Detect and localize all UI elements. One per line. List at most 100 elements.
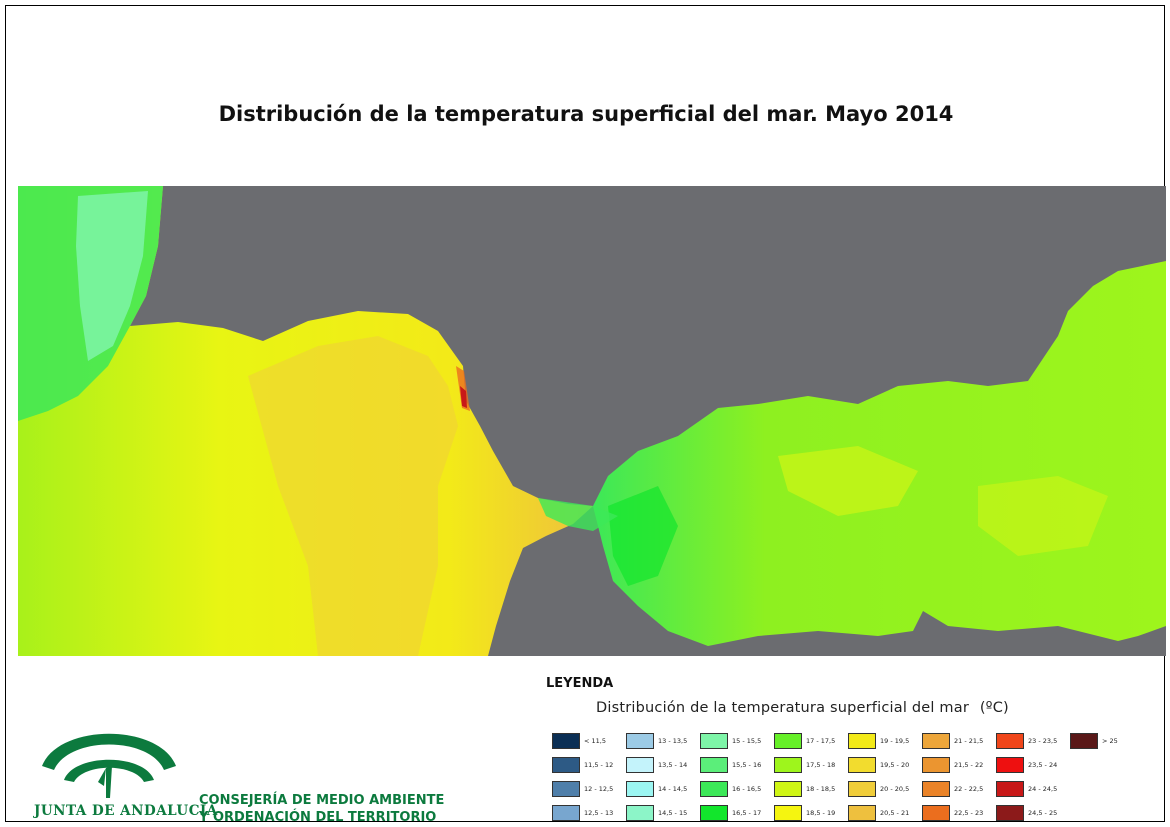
logo-text: JUNTA DE ANDALUCIA (34, 803, 218, 819)
legend-item: 19 - 19,5 (848, 732, 909, 750)
legend-subtitle-text: Distribución de la temperatura superfici… (596, 700, 970, 716)
legend-item: 14 - 14,5 (626, 780, 687, 798)
legend-swatch (922, 733, 950, 749)
legend-label: 11,5 - 12 (584, 761, 614, 769)
legend-label: 21,5 - 22 (954, 761, 984, 769)
legend-label: 14 - 14,5 (658, 785, 688, 793)
legend-item: 16 - 16,5 (700, 780, 761, 798)
legend-item: 21 - 21,5 (922, 732, 983, 750)
legend-item: 23,5 - 24 (996, 756, 1057, 774)
atlantic-warm-band (248, 336, 458, 656)
legend-swatch (626, 805, 654, 821)
legend-swatch (1070, 733, 1098, 749)
legend-heading: LEYENDA (546, 676, 614, 691)
legend-swatch (848, 781, 876, 797)
legend-swatch (774, 781, 802, 797)
legend-swatch (626, 781, 654, 797)
department-name: CONSEJERÍA DE MEDIO AMBIENTE Y ORDENACIÓ… (199, 792, 444, 826)
legend-label: 19 - 19,5 (880, 737, 910, 745)
legend-item: 20 - 20,5 (848, 780, 909, 798)
legend-label: 22,5 - 23 (954, 809, 984, 817)
legend-swatch (626, 733, 654, 749)
legend-label: 14,5 - 15 (658, 809, 688, 817)
legend-label: 23,5 - 24 (1028, 761, 1058, 769)
legend-swatch (848, 733, 876, 749)
department-line-1: CONSEJERÍA DE MEDIO AMBIENTE (199, 793, 445, 808)
legend-item: 21,5 - 22 (922, 756, 983, 774)
legend-item: 24,5 - 25 (996, 804, 1057, 822)
legend-label: > 25 (1102, 737, 1118, 745)
legend-subtitle: Distribución de la temperatura superfici… (596, 700, 1009, 716)
legend-label: 12,5 - 13 (584, 809, 614, 817)
legend-swatch (848, 805, 876, 821)
legend-swatch (552, 733, 580, 749)
legend-label: 12 - 12,5 (584, 785, 614, 793)
legend-swatch (922, 781, 950, 797)
legend-label: 22 - 22,5 (954, 785, 984, 793)
legend-swatch (922, 805, 950, 821)
legend-item: 19,5 - 20 (848, 756, 909, 774)
legend-item: 14,5 - 15 (626, 804, 687, 822)
legend-label: 13,5 - 14 (658, 761, 688, 769)
legend-swatch (848, 757, 876, 773)
legend-swatch (552, 781, 580, 797)
legend-swatch (996, 733, 1024, 749)
legend-swatch (996, 781, 1024, 797)
legend-item: 22,5 - 23 (922, 804, 983, 822)
legend-label: 17 - 17,5 (806, 737, 836, 745)
legend-label: 24 - 24,5 (1028, 785, 1058, 793)
department-line-2: Y ORDENACIÓN DEL TERRITORIO (199, 810, 437, 825)
legend-label: 18 - 18,5 (806, 785, 836, 793)
legend-swatch (552, 757, 580, 773)
sea-temperature-map (18, 186, 1166, 656)
legend-unit: (ºC) (979, 700, 1009, 716)
legend-label: 16,5 - 17 (732, 809, 762, 817)
legend-swatch (922, 757, 950, 773)
legend-label: 17,5 - 18 (806, 761, 836, 769)
legend-swatch (700, 757, 728, 773)
legend-label: 15 - 15,5 (732, 737, 762, 745)
legend-item: 22 - 22,5 (922, 780, 983, 798)
legend-swatch (774, 733, 802, 749)
med-warm-patch-1 (778, 446, 918, 516)
legend-item: 12 - 12,5 (552, 780, 613, 798)
legend-label: 15,5 - 16 (732, 761, 762, 769)
legend-item: 16,5 - 17 (700, 804, 761, 822)
med-cold-patch (608, 486, 678, 586)
legend-label: 23 - 23,5 (1028, 737, 1058, 745)
legend-label: 13 - 13,5 (658, 737, 688, 745)
junta-andalucia-logo-icon (42, 733, 176, 798)
legend-label: 21 - 21,5 (954, 737, 984, 745)
legend-item: 15,5 - 16 (700, 756, 761, 774)
atlantic-colder-core (76, 191, 148, 361)
legend-item: 23 - 23,5 (996, 732, 1057, 750)
legend-item: 17 - 17,5 (774, 732, 835, 750)
legend-swatch (996, 805, 1024, 821)
legend-item: 18 - 18,5 (774, 780, 835, 798)
legend-swatch (626, 757, 654, 773)
legend-label: 20,5 - 21 (880, 809, 910, 817)
legend-item: 12,5 - 13 (552, 804, 613, 822)
legend-item: 20,5 - 21 (848, 804, 909, 822)
legend-item: 17,5 - 18 (774, 756, 835, 774)
med-warm-patch-2 (978, 476, 1108, 556)
map-title: Distribución de la temperatura superfici… (218, 102, 954, 126)
map-frame: Distribución de la temperatura superfici… (5, 5, 1166, 825)
strait-green (538, 498, 618, 531)
legend-label: < 11,5 (584, 737, 606, 745)
legend-swatch (700, 805, 728, 821)
legend-item: 18,5 - 19 (774, 804, 835, 822)
legend-item: < 11,5 (552, 732, 606, 750)
legend-label: 20 - 20,5 (880, 785, 910, 793)
coastal-red-spot (460, 386, 467, 408)
legend-swatch (774, 757, 802, 773)
legend-label: 24,5 - 25 (1028, 809, 1058, 817)
legend-swatch (700, 781, 728, 797)
legend-item: > 25 (1070, 732, 1118, 750)
legend-swatch (552, 805, 580, 821)
legend-label: 18,5 - 19 (806, 809, 836, 817)
legend-item: 11,5 - 12 (552, 756, 613, 774)
legend-label: 16 - 16,5 (732, 785, 762, 793)
legend-item: 24 - 24,5 (996, 780, 1057, 798)
legend-swatch (996, 757, 1024, 773)
